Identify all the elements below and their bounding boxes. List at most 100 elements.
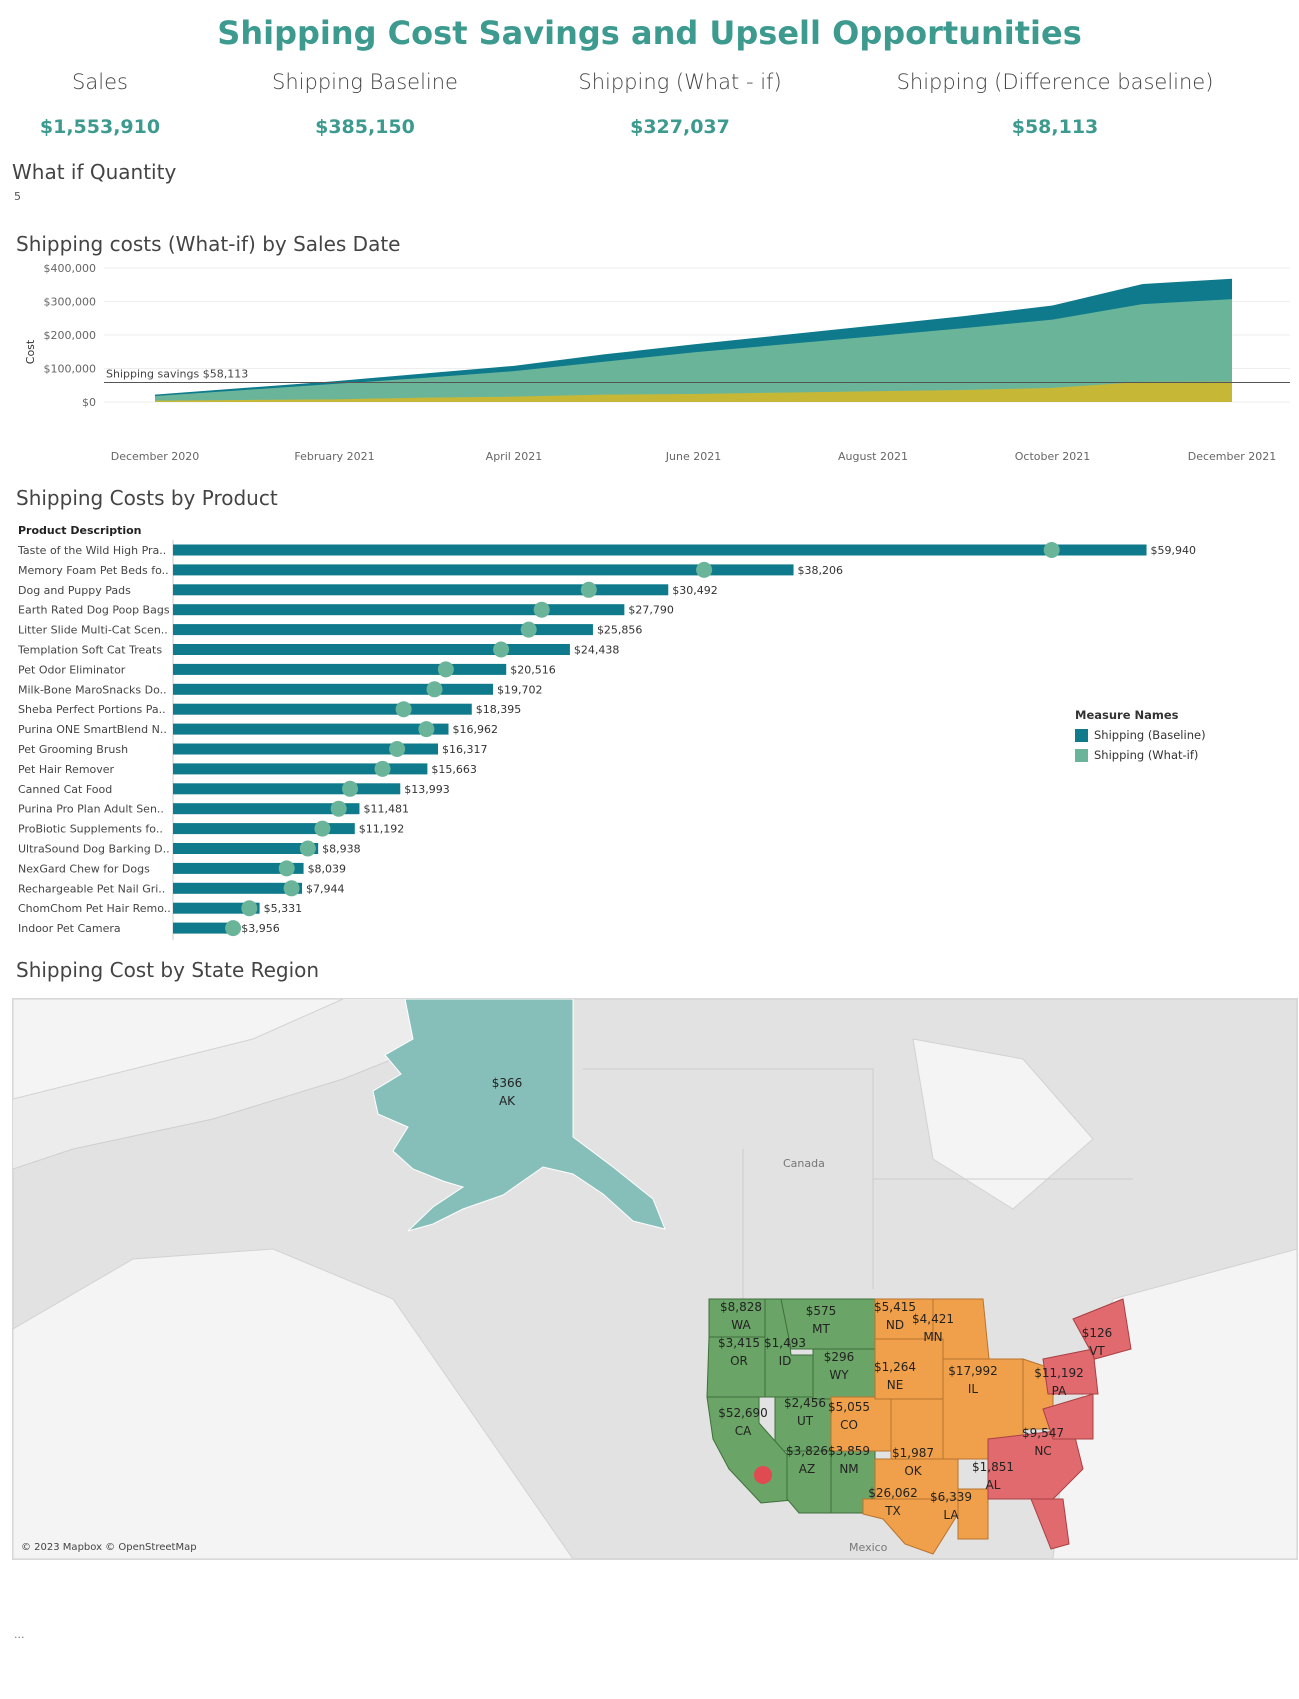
bar-value-label: $27,790 bbox=[628, 604, 674, 617]
bar-category-label: Pet Grooming Brush bbox=[18, 743, 128, 756]
what-if-point[interactable] bbox=[374, 760, 391, 777]
bar-baseline[interactable] bbox=[173, 862, 304, 874]
bar-baseline[interactable] bbox=[173, 803, 360, 815]
map-canvas[interactable]: $366 AK $8,828 WA $3,415 OR $1,493 ID $575 MT $296… bbox=[13, 999, 1297, 1559]
bar-category-label: Purina ONE SmartBlend N.. bbox=[18, 723, 167, 736]
state-ak[interactable] bbox=[372, 999, 666, 1232]
map-title: Shipping Cost by State Region bbox=[16, 958, 320, 982]
bar-value-label: $3,956 bbox=[241, 922, 280, 935]
kpi-shipping-what-if[interactable]: Shipping (What - if) $327,037 bbox=[570, 70, 790, 138]
legend-item-baseline[interactable]: Shipping (Baseline) bbox=[1075, 728, 1206, 742]
map-state-label: NE bbox=[887, 1378, 904, 1392]
map-value-label: $126 bbox=[1082, 1326, 1113, 1340]
map-value-label: $4,421 bbox=[912, 1312, 954, 1326]
bar-value-label: $24,438 bbox=[574, 644, 620, 657]
area-what-if[interactable] bbox=[155, 299, 1232, 402]
bar-baseline[interactable] bbox=[173, 663, 507, 675]
map-value-label: $26,062 bbox=[868, 1486, 918, 1500]
y-tick-label: $400,000 bbox=[44, 262, 97, 275]
bar-value-label: $5,331 bbox=[264, 902, 303, 915]
what-if-point[interactable] bbox=[696, 561, 713, 578]
state-fl[interactable] bbox=[1030, 1498, 1070, 1550]
what-if-point[interactable] bbox=[283, 880, 300, 897]
what-if-point[interactable] bbox=[493, 641, 510, 658]
bar-baseline[interactable] bbox=[173, 843, 319, 854]
bar-baseline[interactable] bbox=[173, 703, 472, 715]
map-attribution: © 2023 Mapbox © OpenStreetMap bbox=[21, 1542, 197, 1553]
kpi-sales[interactable]: Sales $1,553,910 bbox=[30, 70, 170, 138]
what-if-point[interactable] bbox=[520, 621, 537, 638]
area-chart[interactable]: $0 $100,000 $200,000 $300,000 $400,000 Cost Sh… bbox=[0, 258, 1299, 470]
what-if-point[interactable] bbox=[437, 661, 454, 678]
map-state-label: WY bbox=[829, 1368, 849, 1382]
what-if-point[interactable] bbox=[278, 860, 295, 877]
bar-baseline[interactable] bbox=[173, 604, 625, 616]
kpi-shipping-difference[interactable]: Shipping (Difference baseline) $58,113 bbox=[890, 70, 1220, 138]
bar-baseline[interactable] bbox=[173, 922, 238, 934]
map-state-label: NC bbox=[1034, 1444, 1051, 1458]
area-savings[interactable] bbox=[155, 381, 1232, 402]
hudson-bay bbox=[912, 1038, 1094, 1210]
state-vt[interactable] bbox=[1072, 1298, 1132, 1360]
state-nc[interactable] bbox=[1042, 1393, 1094, 1440]
bar-baseline[interactable] bbox=[173, 544, 1147, 556]
bar-value-label: $13,993 bbox=[404, 783, 450, 796]
bar-baseline[interactable] bbox=[173, 723, 449, 735]
map-value-label: $1,987 bbox=[892, 1446, 934, 1460]
bar-value-label: $16,962 bbox=[452, 723, 498, 736]
what-if-point[interactable] bbox=[389, 741, 406, 757]
what-if-point[interactable] bbox=[533, 601, 550, 618]
state-pa[interactable] bbox=[1042, 1348, 1099, 1395]
y-tick-label: $200,000 bbox=[44, 329, 97, 342]
bar-category-label: Dog and Puppy Pads bbox=[18, 584, 131, 597]
map-value-label: $1,264 bbox=[874, 1360, 916, 1374]
what-if-point[interactable] bbox=[426, 681, 443, 698]
x-tick-label: April 2021 bbox=[486, 450, 543, 463]
what-if-point[interactable] bbox=[1043, 542, 1060, 558]
bar-value-label: $8,039 bbox=[308, 862, 347, 875]
map-value-label: $8,828 bbox=[720, 1300, 762, 1314]
kpi-label: Shipping Baseline bbox=[272, 70, 458, 94]
what-if-point[interactable] bbox=[418, 721, 435, 738]
map-value-label: $5,415 bbox=[874, 1300, 916, 1314]
what-if-point[interactable] bbox=[342, 780, 359, 797]
what-if-point[interactable] bbox=[580, 581, 597, 598]
map-value-label: $575 bbox=[806, 1304, 837, 1318]
map-state-label: TX bbox=[884, 1504, 901, 1518]
state-az[interactable] bbox=[786, 1450, 832, 1514]
bar-value-label: $59,940 bbox=[1151, 544, 1197, 557]
bar-baseline[interactable] bbox=[173, 644, 570, 655]
bar-baseline[interactable] bbox=[173, 823, 355, 835]
parameter-value[interactable]: 5 bbox=[14, 190, 21, 203]
bar-chart[interactable]: Product Description Taste of the Wild Hig… bbox=[0, 520, 1260, 945]
kpi-value: $327,037 bbox=[630, 116, 730, 138]
bar-baseline[interactable] bbox=[173, 902, 260, 914]
what-if-point[interactable] bbox=[330, 800, 347, 817]
bar-baseline[interactable] bbox=[173, 683, 493, 695]
what-if-point[interactable] bbox=[241, 900, 258, 917]
bar-baseline[interactable] bbox=[173, 743, 439, 755]
bar-baseline[interactable] bbox=[173, 882, 303, 894]
what-if-point[interactable] bbox=[225, 920, 242, 937]
what-if-point[interactable] bbox=[299, 840, 316, 857]
kpi-shipping-baseline[interactable]: Shipping Baseline $385,150 bbox=[270, 70, 460, 138]
state-la[interactable] bbox=[957, 1488, 989, 1540]
bar-baseline[interactable] bbox=[173, 564, 794, 576]
bar-baseline[interactable] bbox=[173, 763, 428, 775]
bar-category-label: Earth Rated Dog Poop Bags bbox=[18, 604, 170, 617]
legend-item-what-if[interactable]: Shipping (What-if) bbox=[1075, 748, 1206, 762]
bar-axis-title: Product Description bbox=[18, 524, 142, 537]
bar-category-label: Indoor Pet Camera bbox=[18, 922, 121, 935]
map-value-label: $296 bbox=[824, 1350, 855, 1364]
x-tick-label: December 2020 bbox=[111, 450, 200, 463]
bar-baseline[interactable] bbox=[173, 783, 401, 795]
bar-value-label: $38,206 bbox=[798, 564, 844, 577]
what-if-point[interactable] bbox=[395, 701, 412, 718]
map-state-label: MN bbox=[923, 1330, 942, 1344]
what-if-point[interactable] bbox=[314, 820, 331, 837]
legend-swatch-what-if bbox=[1075, 748, 1088, 762]
bar-baseline[interactable] bbox=[173, 624, 593, 636]
bar-baseline[interactable] bbox=[173, 584, 669, 596]
state-region-map[interactable]: $366 AK $8,828 WA $3,415 OR $1,493 ID $575 MT $296… bbox=[12, 998, 1298, 1560]
map-highlight-point[interactable] bbox=[754, 1466, 772, 1484]
